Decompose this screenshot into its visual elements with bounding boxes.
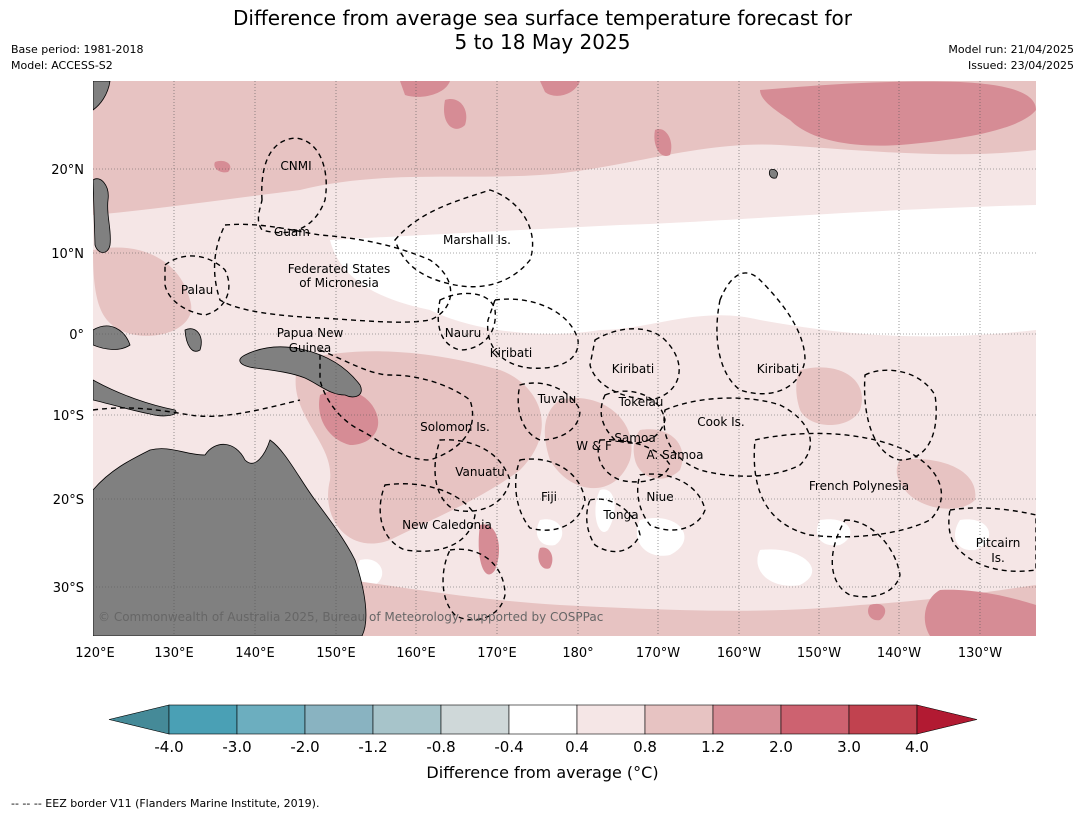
colorbar-tick-label: 0.4 <box>565 738 589 756</box>
title-line-1: Difference from average sea surface temp… <box>232 6 852 30</box>
colorbar-extend-low <box>108 704 170 735</box>
colorbar <box>108 704 978 735</box>
place-label: Samoa <box>614 431 655 445</box>
base-period: Base period: 1981-2018 <box>11 43 144 56</box>
colorbar-tick-label: -0.8 <box>426 738 456 756</box>
lon-tick: 120°E <box>75 646 115 661</box>
place-label: W & F <box>576 439 612 453</box>
lon-tick: 140°E <box>235 646 275 661</box>
title-line-2: 5 to 18 May 2025 <box>454 30 631 54</box>
place-label: CNMI <box>280 159 311 173</box>
lon-tick: 130°W <box>958 646 1002 661</box>
issued-date: Issued: 23/04/2025 <box>967 59 1074 72</box>
colorbar-swatch <box>576 704 646 735</box>
colorbar-tick-label: -4.0 <box>154 738 184 756</box>
chart-title: Difference from average sea surface temp… <box>0 6 1085 54</box>
colorbar-swatch <box>508 704 578 735</box>
colorbar-swatch <box>644 704 714 735</box>
longitude-ticks: 120°E 130°E 140°E 150°E 160°E 170°E 180°… <box>75 646 1002 661</box>
philippines <box>93 178 111 253</box>
colorbar-swatch <box>440 704 510 735</box>
place-label: Fiji <box>541 490 557 504</box>
place-label: Cook Is. <box>697 415 744 429</box>
map-area: CNMI Guam Marshall Is. Federated States … <box>93 81 1036 636</box>
place-label: Tokelau <box>618 395 664 409</box>
gridlines <box>93 81 1036 636</box>
lat-tick: 30°S <box>53 581 84 596</box>
place-label: Pitcairn <box>976 536 1021 550</box>
lon-tick: 160°W <box>717 646 761 661</box>
place-label: Kiribati <box>757 362 799 376</box>
meta-left: Base period: 1981-2018 Model: ACCESS-S2 <box>11 42 143 74</box>
place-label: Palau <box>181 283 213 297</box>
place-label: Vanuatu <box>455 465 505 479</box>
colorbar-extend-high <box>916 704 978 735</box>
lat-tick: 20°N <box>51 163 84 178</box>
lat-tick: 10°S <box>53 409 84 424</box>
lon-tick: 130°E <box>154 646 194 661</box>
place-label: Papua New <box>277 326 344 340</box>
hawaii <box>768 169 778 179</box>
borneo-sulawesi <box>93 325 131 350</box>
lat-tick: 20°S <box>53 493 84 508</box>
lon-tick: 170°W <box>636 646 680 661</box>
colorbar-tick-label: 0.8 <box>633 738 657 756</box>
colorbar-tick-label: -0.4 <box>494 738 524 756</box>
latitude-ticks: 20°N 10°N 0° 10°S 20°S 30°S <box>51 163 84 596</box>
lat-tick: 0° <box>69 328 84 343</box>
colorbar-tick-label: -3.0 <box>222 738 252 756</box>
place-label: Federated States <box>288 262 390 276</box>
lon-tick: 150°W <box>797 646 841 661</box>
place-label: A. Samoa <box>647 448 704 462</box>
place-label: Is. <box>991 551 1005 565</box>
lon-tick: 150°E <box>316 646 356 661</box>
colorbar-tick-label: 2.0 <box>769 738 793 756</box>
place-label: Guam <box>274 225 310 239</box>
model-run: Model run: 21/04/2025 <box>948 43 1074 56</box>
japan-south <box>93 81 111 111</box>
lon-tick: 160°E <box>396 646 436 661</box>
lon-tick: 140°W <box>877 646 921 661</box>
colorbar-swatch <box>848 704 918 735</box>
colorbar-tick-label: -1.2 <box>358 738 388 756</box>
colorbar-swatch <box>712 704 782 735</box>
place-label: Tonga <box>602 508 638 522</box>
place-label: New Caledonia <box>402 518 492 532</box>
colorbar-tick-label: -2.0 <box>290 738 320 756</box>
colorbar-swatch <box>780 704 850 735</box>
eez-borders <box>93 137 1036 621</box>
colorbar-swatch <box>372 704 442 735</box>
anomaly-regions-1-2-to-2-0 <box>214 81 1036 636</box>
meta-right: Model run: 21/04/2025 Issued: 23/04/2025 <box>948 42 1074 74</box>
lat-tick: 10°N <box>51 247 84 262</box>
place-label: of Micronesia <box>299 276 379 290</box>
place-label: Kiribati <box>612 362 654 376</box>
place-labels: CNMI Guam Marshall Is. Federated States … <box>181 159 1020 565</box>
colorbar-tick-label: 1.2 <box>701 738 725 756</box>
place-label: Kiribati <box>490 346 532 360</box>
place-label: Nauru <box>445 326 481 340</box>
new-guinea <box>239 346 362 398</box>
lon-tick: 180° <box>562 646 593 661</box>
colorbar-tick-label: 4.0 <box>905 738 929 756</box>
colorbar-swatch <box>168 704 238 735</box>
halmahera <box>184 328 202 352</box>
colorbar-swatch <box>304 704 374 735</box>
colorbar-swatch <box>236 704 306 735</box>
place-label: French Polynesia <box>809 479 909 493</box>
place-label: Tuvalu <box>537 392 577 406</box>
eez-legend-note: -- -- -- EEZ border V11 (Flanders Marine… <box>11 797 320 810</box>
lon-tick: 170°E <box>477 646 517 661</box>
copyright-notice: © Commonwealth of Australia 2025, Bureau… <box>98 610 603 624</box>
place-label: Marshall Is. <box>443 233 511 247</box>
place-label: Solomon Is. <box>420 420 490 434</box>
colorbar-tick-label: 3.0 <box>837 738 861 756</box>
model-name: Model: ACCESS-S2 <box>11 59 113 72</box>
place-label: Niue <box>646 490 673 504</box>
colorbar-title: Difference from average (°C) <box>426 763 659 782</box>
place-label: Guinea <box>289 341 332 355</box>
